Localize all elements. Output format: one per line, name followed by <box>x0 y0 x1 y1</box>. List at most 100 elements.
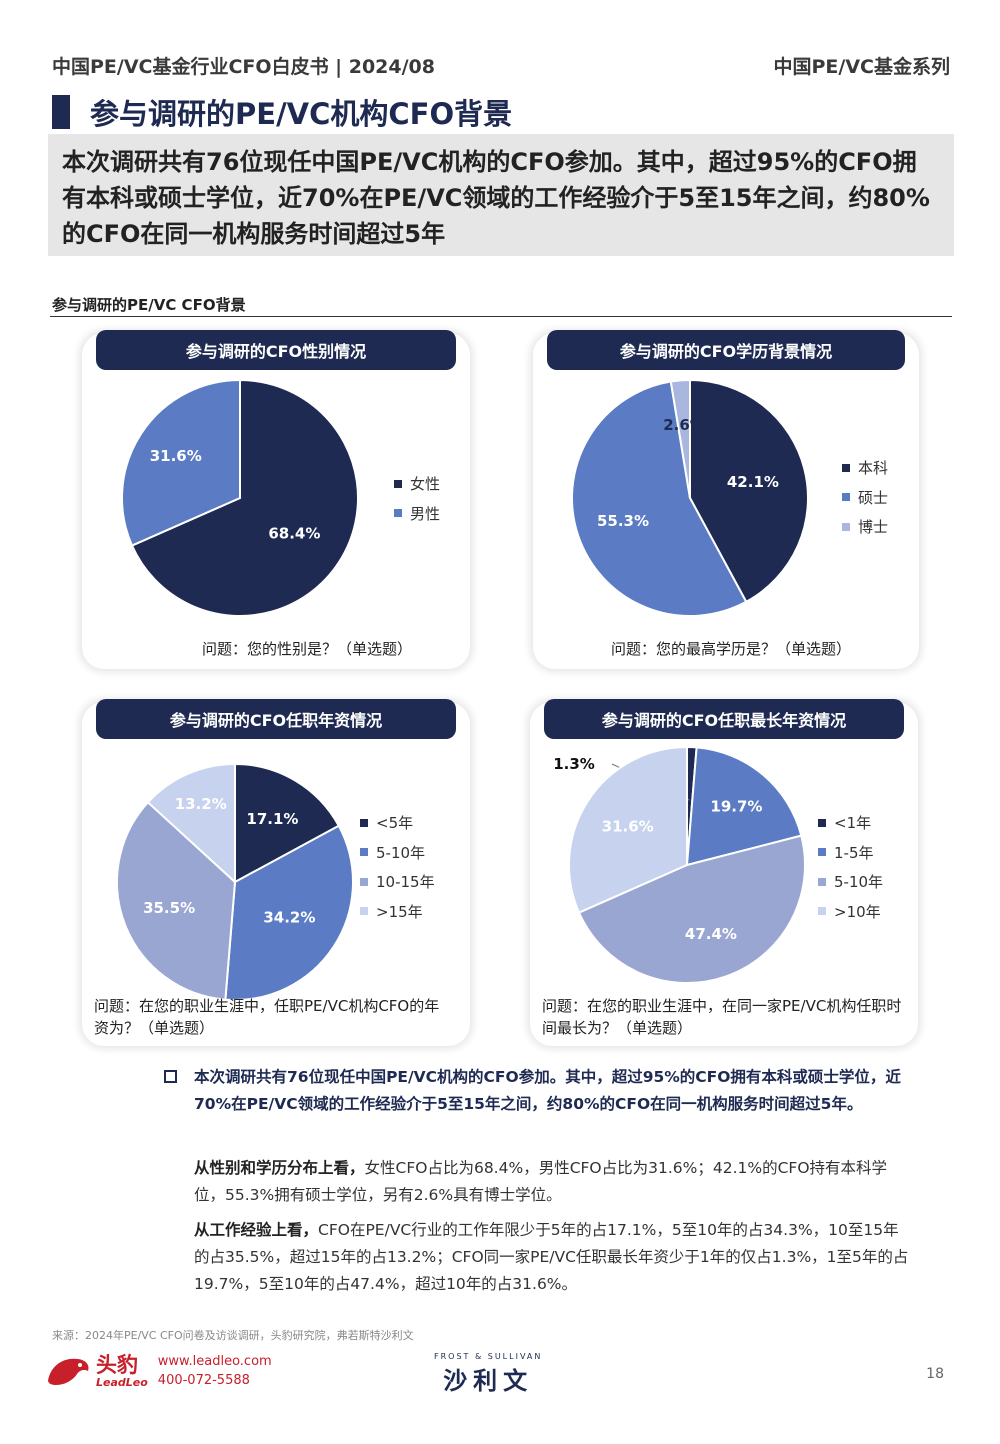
legend-item: 1-5年 <box>818 838 883 868</box>
legend-swatch <box>360 907 368 916</box>
legend-item: 5-10年 <box>818 867 883 897</box>
legend-label: 本科 <box>858 459 889 478</box>
question-text: 问题：您的性别是？（单选题） <box>202 640 413 658</box>
phone-number: 400-072-5588 <box>157 1373 250 1388</box>
checkbox-bullet-icon <box>164 1070 177 1083</box>
education-legend: 本科硕士博士 <box>842 453 888 542</box>
pie-slice <box>224 824 354 1001</box>
paragraph-body: CFO在PE/VC行业的工作年限少于5年的占17.1%，5至10年的占34.3%… <box>194 1221 909 1293</box>
website-link[interactable]: www.leadleo.com <box>157 1354 272 1369</box>
section-title: 参与调研的PE/VC机构CFO背景 <box>52 92 512 132</box>
frost-sullivan-cn: 沙利文 <box>443 1367 534 1395</box>
experience-paragraph: 从工作经验上看，CFO在PE/VC行业的工作年限少于5年的占17.1%，5至10… <box>194 1217 914 1298</box>
legend-label: 5-10年 <box>834 873 884 892</box>
pie-slice <box>669 378 691 499</box>
data-label: 42.1% <box>727 473 779 491</box>
gender-pie-chart: 68.4% 31.6% <box>121 378 359 617</box>
gender-legend: 女性 男性 <box>394 469 440 528</box>
data-label: 31.6% <box>150 447 202 465</box>
legend-item: 女性 <box>394 469 440 499</box>
education-chart-card: 参与调研的CFO学历背景情况 42.1% 55.3% 2.6% 本科硕士博士 问题：… <box>533 330 919 669</box>
question-text: 问题：在您的职业生涯中，任职PE/VC机构CFO的年资为？（单选题） <box>94 997 440 1037</box>
legend-swatch <box>394 509 402 518</box>
frost-sullivan-en: FROST & SULLIVAN <box>434 1352 543 1361</box>
education-pie-chart: 42.1% 55.3% 2.6% <box>571 378 809 617</box>
legend-swatch <box>360 877 368 886</box>
chart-title: 参与调研的CFO任职年资情况 <box>96 699 456 739</box>
question-text: 问题：您的最高学历是？（单选题） <box>611 640 852 658</box>
longest-tenure-pie-chart: 1.3% 19.7% 47.4% 31.6% <box>553 745 806 984</box>
data-label: 55.3% <box>597 512 649 530</box>
chart-title: 参与调研的CFO性别情况 <box>96 330 456 370</box>
paragraph-lead: 从性别和学历分布上看， <box>194 1159 365 1177</box>
pie-slice <box>689 378 809 604</box>
legend-label: >15年 <box>376 902 423 921</box>
chart-section-label: 参与调研的PE/VC CFO背景 <box>52 296 246 314</box>
legend-label: >10年 <box>834 902 881 921</box>
legend-label: <1年 <box>834 814 872 833</box>
longest-tenure-legend: <1年 1-5年 5-10年 >10年 <box>818 808 883 926</box>
series-name: 中国PE/VC基金系列 <box>773 55 951 78</box>
page-header: 中国PE/VC基金行业CFO白皮书 | 2024/08 中国PE/VC基金系列 <box>52 50 950 80</box>
legend-swatch <box>818 818 826 827</box>
data-label: 34.2% <box>263 908 315 926</box>
data-label: 68.4% <box>268 524 320 542</box>
legend-item: <5年 <box>360 808 435 838</box>
brand-name-cn: 头豹 <box>96 1352 138 1377</box>
data-label: 35.5% <box>143 899 195 917</box>
tenure-chart-card: 参与调研的CFO任职年资情况 17.1% 34.2% 35.5% 13.2% <5年 5… <box>82 699 470 1046</box>
source-note: 来源：2024年PE/VC CFO问卷及访谈调研，头豹研究院，弗若斯特沙利文 <box>52 1329 414 1342</box>
leopard-logo-icon <box>48 1358 89 1385</box>
gender-education-paragraph: 从性别和学历分布上看，女性CFO占比为68.4%，男性CFO占比为31.6%；4… <box>194 1155 914 1209</box>
pie-slice <box>577 834 806 984</box>
pie-slice <box>685 746 803 867</box>
legend-swatch <box>360 848 368 857</box>
frost-sullivan-logo: FROST & SULLIVAN 沙利文 <box>434 1352 542 1396</box>
tenure-legend: <5年 5-10年 10-15年 >15年 <box>360 808 435 926</box>
tenure-pie-chart: 17.1% 34.2% 35.5% 13.2% <box>116 762 354 1001</box>
pie-slice <box>116 800 237 1001</box>
chart-title: 参与调研的CFO学历背景情况 <box>547 330 905 370</box>
pie-slice <box>571 380 748 617</box>
legend-swatch <box>394 479 402 488</box>
title-accent-bar <box>52 95 70 129</box>
question-text: 问题：在您的职业生涯中，在同一家PE/VC机构任职时间最长为？（单选题） <box>542 997 902 1037</box>
legend-label: 女性 <box>410 475 441 494</box>
data-label: 1.3% <box>553 755 595 773</box>
page-number: 18 <box>926 1366 944 1382</box>
pie-slice <box>568 745 688 914</box>
pie-slice <box>121 378 241 547</box>
legend-label: 博士 <box>858 518 889 537</box>
page-title: 参与调研的PE/VC机构CFO背景 <box>90 97 513 131</box>
legend-swatch <box>818 907 826 916</box>
leadleo-logo: 头豹 LeadLeo www.leadleo.com 400-072-5588 <box>44 1352 272 1390</box>
data-label: 19.7% <box>710 797 762 815</box>
legend-label: 10-15年 <box>376 873 435 892</box>
paragraph-body: 女性CFO占比为68.4%，男性CFO占比为31.6%；42.1%的CFO持有本… <box>194 1159 888 1204</box>
legend-label: <5年 <box>376 814 414 833</box>
data-label: 13.2% <box>175 795 227 813</box>
legend-item: >15年 <box>360 897 435 927</box>
brand-name-en: LeadLeo <box>96 1375 148 1389</box>
data-label: 31.6% <box>602 817 654 835</box>
legend-item: 10-15年 <box>360 867 435 897</box>
pie-slice <box>146 762 236 885</box>
gender-chart-card: 参与调研的CFO性别情况 68.4% 31.6% 女性男性 问题：您的性别是？（单… <box>82 330 470 669</box>
report-title: 中国PE/VC基金行业CFO白皮书 | 2024/08 <box>52 55 435 78</box>
chart-title: 参与调研的CFO任职最长年资情况 <box>544 699 904 739</box>
longest-tenure-chart-card: 参与调研的CFO任职最长年资情况 1.3% 19.7% 47.4% 31.6% <1年… <box>530 699 918 1046</box>
legend-item: 本科 <box>842 453 888 483</box>
data-label: 2.6% <box>663 416 705 434</box>
legend-swatch <box>842 522 850 531</box>
legend-swatch <box>818 848 826 857</box>
data-label: 17.1% <box>246 810 298 828</box>
key-finding-text: 本次调研共有76位现任中国PE/VC机构的CFO参加。其中，超过95%的CFO拥… <box>194 1068 901 1113</box>
legend-swatch <box>818 877 826 886</box>
page-footer: 头豹 LeadLeo www.leadleo.com 400-072-5588 … <box>44 1352 950 1395</box>
divider <box>50 316 952 317</box>
legend-swatch <box>842 463 850 472</box>
legend-item: <1年 <box>818 808 883 838</box>
legend-item: 硕士 <box>842 483 888 513</box>
summary-box: 本次调研共有76位现任中国PE/VC机构的CFO参加。其中，超过95%的CFO拥… <box>48 134 954 256</box>
legend-label: 男性 <box>410 504 441 523</box>
